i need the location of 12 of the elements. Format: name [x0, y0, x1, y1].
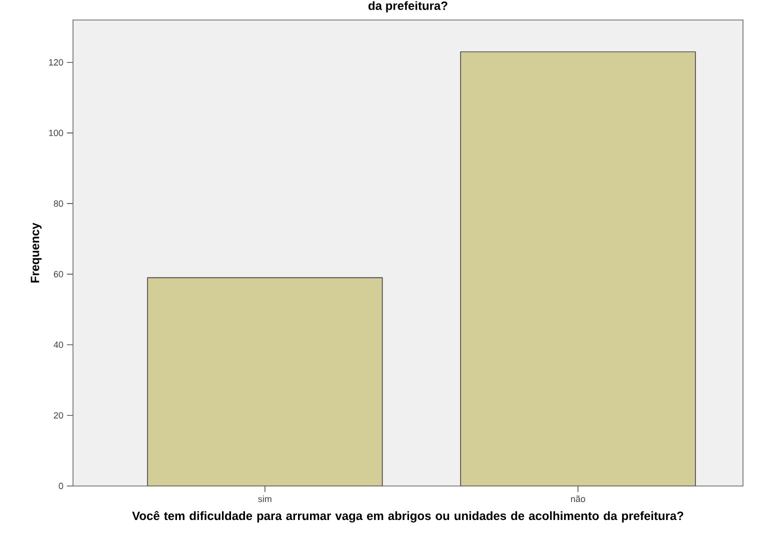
y-tick-label: 80	[54, 200, 64, 207]
x-tick-label: sim	[258, 496, 272, 502]
x-tick-label: não	[571, 496, 586, 502]
y-tick-label: 100	[49, 130, 64, 136]
y-axis-title: Frequency	[30, 222, 42, 283]
y-tick-label: 0	[58, 482, 64, 490]
y-tick-label: 40	[54, 342, 64, 348]
x-axis-title: Você tem dificuldade para arrumar vaga em abrigos ou unidades de acolhimento da prefeitura?	[132, 511, 684, 522]
y-tick-label: 20	[54, 412, 64, 419]
y-tick-label: 120	[49, 59, 64, 66]
y-tick-label: 60	[54, 270, 64, 278]
chart-title: da prefeitura?	[368, 1, 448, 12]
